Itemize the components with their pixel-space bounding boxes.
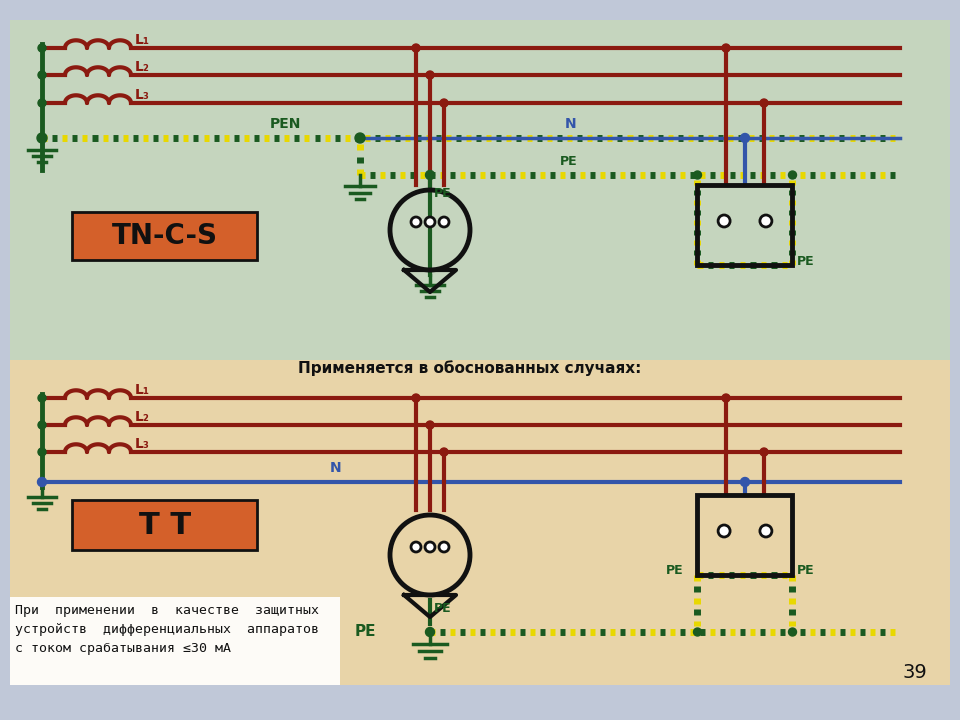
Text: N: N (330, 461, 342, 475)
Circle shape (38, 394, 46, 402)
Circle shape (718, 215, 731, 227)
Text: PE: PE (355, 624, 376, 639)
Circle shape (693, 171, 702, 179)
Circle shape (425, 171, 435, 179)
Circle shape (439, 217, 449, 227)
Circle shape (439, 542, 449, 552)
Circle shape (355, 133, 365, 143)
Text: При  применении  в  качестве  защитных
устройств  дифференциальных  аппаратов
с : При применении в качестве защитных устро… (15, 604, 319, 655)
Circle shape (38, 448, 46, 456)
Circle shape (760, 448, 768, 456)
Text: PEN: PEN (270, 117, 301, 131)
Text: L₁: L₁ (135, 383, 150, 397)
Circle shape (38, 71, 46, 79)
Text: PE: PE (434, 186, 451, 199)
Circle shape (440, 448, 448, 456)
Circle shape (425, 628, 435, 636)
Text: N: N (565, 117, 577, 131)
Text: PE: PE (560, 155, 578, 168)
Text: 39: 39 (902, 662, 927, 682)
Circle shape (37, 133, 47, 143)
Circle shape (722, 394, 730, 402)
Circle shape (38, 99, 46, 107)
Bar (72, 500, 257, 550)
Bar (10, 597, 340, 685)
Text: TN-C-S: TN-C-S (112, 222, 218, 250)
Text: L₂: L₂ (135, 410, 150, 424)
Circle shape (740, 133, 750, 143)
Circle shape (718, 525, 731, 537)
Bar (72, 212, 257, 260)
Circle shape (412, 44, 420, 52)
Text: PE: PE (434, 601, 451, 614)
Circle shape (760, 99, 768, 107)
Circle shape (440, 99, 448, 107)
Bar (698, 185, 793, 265)
Circle shape (411, 217, 421, 227)
Bar (10, 20, 950, 360)
Text: L₂: L₂ (135, 60, 150, 74)
Circle shape (425, 217, 435, 227)
Text: L₁: L₁ (135, 33, 150, 47)
Circle shape (38, 44, 46, 52)
Circle shape (760, 525, 772, 537)
Circle shape (38, 421, 46, 429)
Circle shape (760, 215, 772, 227)
Text: Применяется в обоснованных случаях:: Применяется в обоснованных случаях: (299, 360, 641, 376)
Text: PE: PE (797, 254, 814, 268)
Circle shape (37, 477, 46, 487)
Circle shape (426, 71, 434, 79)
Bar (10, 360, 950, 685)
Circle shape (411, 542, 421, 552)
Circle shape (722, 44, 730, 52)
Circle shape (693, 628, 702, 636)
Circle shape (426, 421, 434, 429)
Circle shape (788, 171, 797, 179)
Text: PE: PE (665, 564, 684, 577)
Text: L₃: L₃ (135, 437, 150, 451)
Circle shape (740, 477, 750, 487)
Circle shape (425, 542, 435, 552)
Bar (698, 495, 793, 575)
Circle shape (788, 628, 797, 636)
Text: L₃: L₃ (135, 88, 150, 102)
Circle shape (412, 394, 420, 402)
Text: PE: PE (797, 564, 814, 577)
Text: T T: T T (139, 510, 191, 539)
